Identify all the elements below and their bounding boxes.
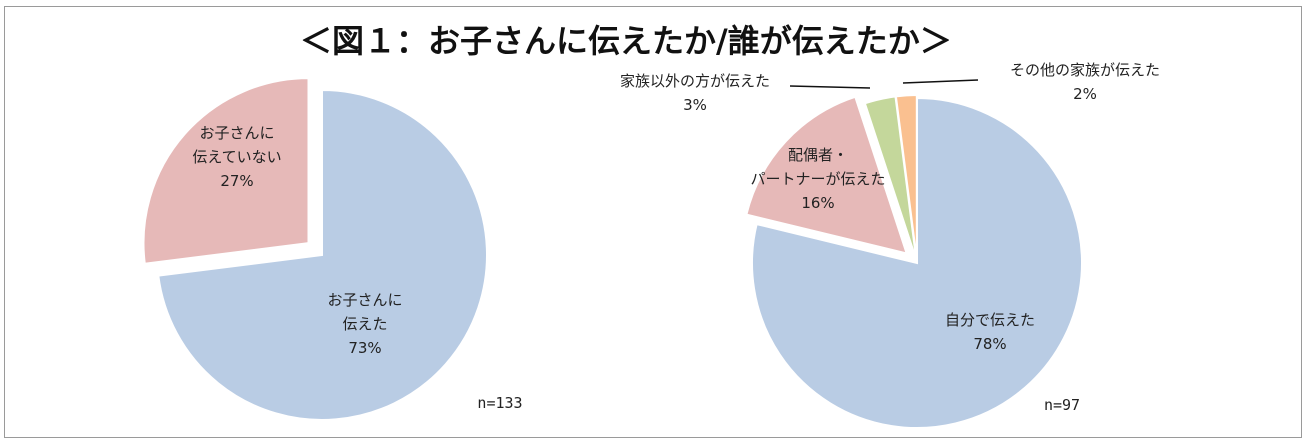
- slice-label: お子さんに伝えた: [327, 291, 402, 333]
- slice-label-line: お子さんに: [199, 124, 274, 142]
- slice-label-line: お子さんに: [327, 291, 402, 309]
- pie-slice: [157, 88, 488, 421]
- sample-size-label: n=133: [477, 394, 522, 412]
- slice-label-line: その他の家族が伝えた: [1010, 61, 1160, 79]
- pie-slice: [142, 77, 310, 265]
- slice-label-line: 伝えていない: [192, 148, 281, 166]
- slice-value-label: 27%: [220, 172, 253, 190]
- slice-label: 自分で伝えた: [945, 311, 1035, 329]
- slice-value-label: 78%: [973, 335, 1006, 353]
- slice-label: 配偶者・パートナーが伝えた: [750, 146, 885, 188]
- slice-label-line: 配偶者・: [788, 146, 848, 164]
- slice-label-line: 家族以外の方が伝えた: [620, 72, 770, 90]
- slice-label: お子さんに伝えていない: [192, 124, 281, 166]
- pie-chart-1: 73% 27% n=133: [142, 77, 523, 421]
- slice-value-label: 2%: [1073, 85, 1097, 103]
- pie-slice: [751, 96, 1083, 429]
- sample-size-label: n=97: [1044, 396, 1080, 414]
- pie-slice: [745, 95, 909, 255]
- pie-chart-2: 78% 16% 3% 2% n=97: [683, 79, 1097, 429]
- leader-line: [902, 79, 979, 84]
- chart-frame: [4, 6, 1302, 438]
- slice-label: その他の家族が伝えた: [1010, 61, 1160, 79]
- slice-label-line: 伝えた: [342, 315, 387, 333]
- chart-title: ＜図１：お子さんに伝えたか/誰が伝えたか＞: [300, 22, 952, 60]
- slice-value-label: 3%: [683, 96, 707, 114]
- slice-label-line: パートナーが伝えた: [750, 170, 885, 188]
- slice-value-label: 16%: [801, 194, 834, 212]
- leader-line: [789, 85, 871, 89]
- pie-slice: [894, 94, 918, 261]
- slice-value-label: 73%: [348, 339, 381, 357]
- slice-label-line: 自分で伝えた: [945, 311, 1035, 329]
- slice-label: 家族以外の方が伝えた: [620, 72, 770, 90]
